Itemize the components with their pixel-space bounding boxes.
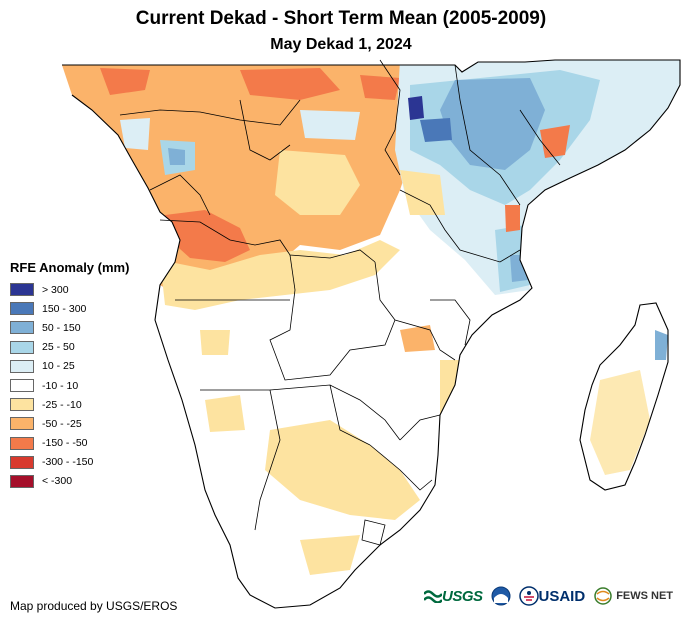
anomaly-patch-coast-dry bbox=[505, 205, 520, 232]
legend-label: -10 - 10 bbox=[42, 379, 79, 392]
anomaly-patch-wet-west-4 bbox=[120, 118, 150, 150]
fews-logo: FEWS NET bbox=[593, 586, 673, 606]
legend-item: -150 - -50 bbox=[10, 434, 129, 453]
anomaly-patch-namibia-dry bbox=[205, 395, 245, 432]
legend-label: 50 - 150 bbox=[42, 321, 81, 334]
legend-label: -25 - -10 bbox=[42, 398, 82, 411]
anomaly-patch-angola-dry bbox=[200, 330, 230, 355]
legend-swatch bbox=[10, 474, 34, 488]
usgs-logo-text: USGS bbox=[442, 587, 483, 605]
usgs-wave-icon bbox=[424, 590, 442, 603]
legend: RFE Anomaly (mm) > 300 150 - 300 50 - 150 2… bbox=[10, 260, 129, 491]
legend-label: -50 - -25 bbox=[42, 417, 82, 430]
coastline-madagascar bbox=[579, 302, 669, 491]
fews-logo-text: FEWS NET bbox=[616, 590, 674, 602]
fews-globe-icon bbox=[594, 587, 612, 605]
anomaly-patch-strong-dry-1 bbox=[165, 210, 250, 262]
legend-label: -300 - -150 bbox=[42, 456, 94, 469]
legend-item: 25 - 50 bbox=[10, 338, 129, 357]
legend-swatch bbox=[10, 302, 34, 316]
legend-title: RFE Anomaly (mm) bbox=[10, 260, 130, 275]
legend-item: < -300 bbox=[10, 472, 129, 491]
legend-swatch bbox=[10, 398, 34, 412]
legend-label: 10 - 25 bbox=[42, 360, 75, 373]
legend-swatch bbox=[10, 283, 34, 297]
anomaly-patch-wet-west-2 bbox=[168, 148, 185, 165]
anomaly-patch-madagascar-dry bbox=[590, 370, 650, 475]
anomaly-patch-coastal-wet-strong bbox=[510, 255, 528, 282]
legend-rows: > 300 150 - 300 50 - 150 25 - 50 10 - 25 -10 … bbox=[10, 280, 129, 491]
legend-swatch bbox=[10, 436, 34, 450]
map-title: Current Dekad - Short Term Mean (2005-20… bbox=[135, 8, 547, 29]
anomaly-patch-very-wet-2 bbox=[420, 118, 452, 142]
credit-text: Map produced by USGS/EROS bbox=[10, 599, 178, 613]
anomaly-patch-strong-dry-2 bbox=[240, 68, 340, 100]
anomaly-patch-strong-dry-4 bbox=[360, 75, 400, 100]
legend-swatch bbox=[10, 321, 34, 335]
legend-swatch bbox=[10, 359, 34, 373]
noaa-emblem-icon bbox=[491, 586, 511, 606]
legend-label: > 300 bbox=[42, 283, 69, 296]
legend-swatch bbox=[10, 417, 34, 431]
noaa-logo bbox=[491, 586, 511, 606]
anomaly-patch-very-wet-1 bbox=[408, 96, 424, 120]
legend-item: 50 - 150 bbox=[10, 318, 129, 337]
anomaly-patch-zambia-dry bbox=[400, 325, 435, 352]
country-borders bbox=[119, 59, 561, 546]
legend-item: > 300 bbox=[10, 280, 129, 299]
map-subtitle: May Dekad 1, 2024 bbox=[270, 36, 412, 53]
legend-label: 25 - 50 bbox=[42, 341, 75, 354]
usaid-seal-icon bbox=[518, 586, 539, 606]
anomaly-zone-south-dry bbox=[265, 420, 420, 520]
usaid-logo: USAID bbox=[518, 586, 586, 606]
partner-logos: USGS USAID FEWS NET bbox=[424, 586, 681, 606]
legend-label: < -300 bbox=[42, 475, 73, 488]
legend-swatch bbox=[10, 379, 34, 393]
anomaly-patch-wet-west-3 bbox=[300, 110, 360, 140]
anomaly-band-light-dry-central bbox=[275, 150, 360, 215]
legend-swatch bbox=[10, 340, 34, 354]
anomaly-patch-south-coast-dry bbox=[300, 535, 360, 575]
anomaly-patch-tanzania-dry bbox=[400, 170, 445, 215]
coastline-mainland bbox=[62, 59, 681, 609]
usaid-logo-text: USAID bbox=[538, 587, 586, 605]
legend-item: -300 - -150 bbox=[10, 453, 129, 472]
legend-label: 150 - 300 bbox=[42, 302, 87, 315]
legend-label: -150 - -50 bbox=[42, 437, 88, 450]
usgs-logo: USGS bbox=[424, 588, 483, 605]
legend-item: -50 - -25 bbox=[10, 414, 129, 433]
legend-item: -10 - 10 bbox=[10, 376, 129, 395]
anomaly-band-light-dry-north bbox=[160, 240, 400, 310]
legend-item: -25 - -10 bbox=[10, 395, 129, 414]
anomaly-patch-madagascar-wet bbox=[655, 330, 668, 360]
legend-swatch bbox=[10, 455, 34, 469]
legend-item: 150 - 300 bbox=[10, 299, 129, 318]
anomaly-zone-wet-east-strong bbox=[440, 78, 545, 170]
anomaly-patch-strong-dry-3 bbox=[100, 68, 150, 95]
legend-item: 10 - 25 bbox=[10, 357, 129, 376]
